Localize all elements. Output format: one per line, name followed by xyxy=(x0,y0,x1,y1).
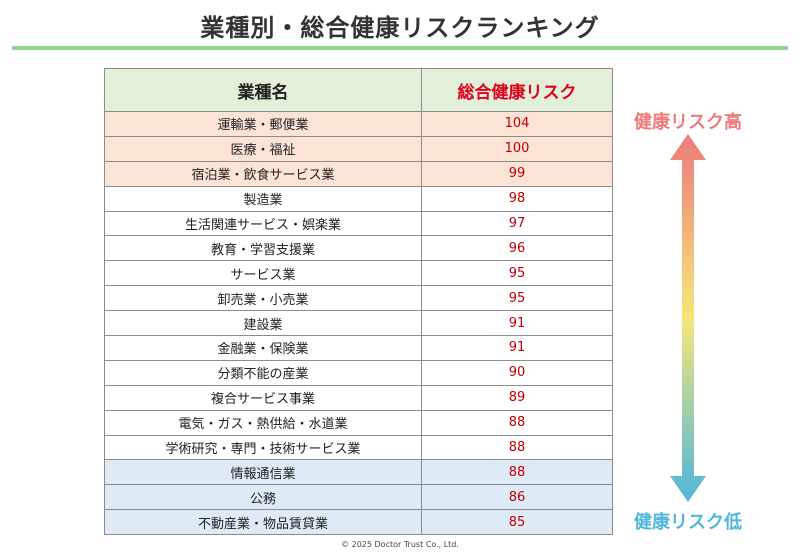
header-industry-name: 業種名 xyxy=(104,68,422,112)
table-row: 運輸業・郵便業 104 xyxy=(104,111,613,137)
table-row: 情報通信業 88 xyxy=(104,459,613,486)
legend-low-risk: 健康リスク低 xyxy=(634,512,742,533)
title-underline xyxy=(12,46,788,50)
industry-name-cell: 電気・ガス・熱供給・水道業 xyxy=(104,409,422,436)
industry-name-cell: 公務 xyxy=(104,484,422,511)
risk-value-cell: 100 xyxy=(421,135,613,162)
risk-value-cell: 97 xyxy=(421,210,613,237)
risk-value-cell: 104 xyxy=(421,111,613,137)
table-row: 分類不能の産業 90 xyxy=(104,359,613,386)
industry-name-cell: 教育・学習支援業 xyxy=(104,235,422,262)
table-row: 宿泊業・飲食サービス業 99 xyxy=(104,160,613,187)
table-row: 生活関連サービス・娯楽業 97 xyxy=(104,210,613,237)
risk-value-cell: 86 xyxy=(421,484,613,511)
page-title: 業種別・総合健康リスクランキング xyxy=(200,14,600,42)
risk-value-cell: 88 xyxy=(421,459,613,486)
industry-name-cell: 建設業 xyxy=(104,310,422,337)
industry-name-cell: 情報通信業 xyxy=(104,459,422,486)
table-row: 学術研究・専門・技術サービス業 88 xyxy=(104,434,613,461)
table-row: 電気・ガス・熱供給・水道業 88 xyxy=(104,409,613,436)
risk-value-cell: 88 xyxy=(421,409,613,436)
table-row: 製造業 98 xyxy=(104,185,613,212)
copyright-footer: © 2025 Doctor Trust Co., Ltd. xyxy=(341,540,459,549)
risk-value-cell: 99 xyxy=(421,160,613,187)
risk-value-cell: 95 xyxy=(421,285,613,312)
industry-name-cell: 分類不能の産業 xyxy=(104,359,422,386)
industry-name-cell: サービス業 xyxy=(104,260,422,287)
industry-name-cell: 不動産業・物品賃貸業 xyxy=(104,509,422,536)
ranking-table-body: 運輸業・郵便業 104 医療・福祉 100 宿泊業・飲食サービス業 99 製造業 98 生活関連… xyxy=(104,111,613,536)
industry-name-cell: 製造業 xyxy=(104,185,422,212)
header-total-risk: 総合健康リスク xyxy=(421,68,613,112)
table-row: 医療・福祉 100 xyxy=(104,135,613,162)
risk-value-cell: 95 xyxy=(421,260,613,287)
ranking-table: 業種名 総合健康リスク 運輸業・郵便業 104 医療・福祉 100 宿泊業・飲食サービス… xyxy=(104,68,613,536)
table-row: 建設業 91 xyxy=(104,310,613,337)
table-row: 教育・学習支援業 96 xyxy=(104,235,613,262)
risk-value-cell: 88 xyxy=(421,434,613,461)
risk-value-cell: 90 xyxy=(421,359,613,386)
risk-value-cell: 98 xyxy=(421,185,613,212)
industry-name-cell: 宿泊業・飲食サービス業 xyxy=(104,160,422,187)
industry-name-cell: 金融業・保険業 xyxy=(104,335,422,361)
table-row: 不動産業・物品賃貸業 85 xyxy=(104,509,613,536)
table-row: 金融業・保険業 91 xyxy=(104,335,613,361)
industry-name-cell: 複合サービス事業 xyxy=(104,384,422,411)
industry-name-cell: 学術研究・専門・技術サービス業 xyxy=(104,434,422,461)
table-header-row: 業種名 総合健康リスク xyxy=(104,68,613,112)
risk-value-cell: 91 xyxy=(421,335,613,361)
table-row: 複合サービス事業 89 xyxy=(104,384,613,411)
risk-value-cell: 89 xyxy=(421,384,613,411)
risk-gradient-arrow-icon xyxy=(670,134,706,502)
industry-name-cell: 運輸業・郵便業 xyxy=(104,111,422,137)
industry-name-cell: 医療・福祉 xyxy=(104,135,422,162)
risk-value-cell: 91 xyxy=(421,310,613,337)
legend-high-risk: 健康リスク高 xyxy=(634,112,742,133)
table-row: サービス業 95 xyxy=(104,260,613,287)
risk-value-cell: 85 xyxy=(421,509,613,536)
industry-name-cell: 卸売業・小売業 xyxy=(104,285,422,312)
table-row: 公務 86 xyxy=(104,484,613,511)
table-row: 卸売業・小売業 95 xyxy=(104,285,613,312)
risk-value-cell: 96 xyxy=(421,235,613,262)
industry-name-cell: 生活関連サービス・娯楽業 xyxy=(104,210,422,237)
